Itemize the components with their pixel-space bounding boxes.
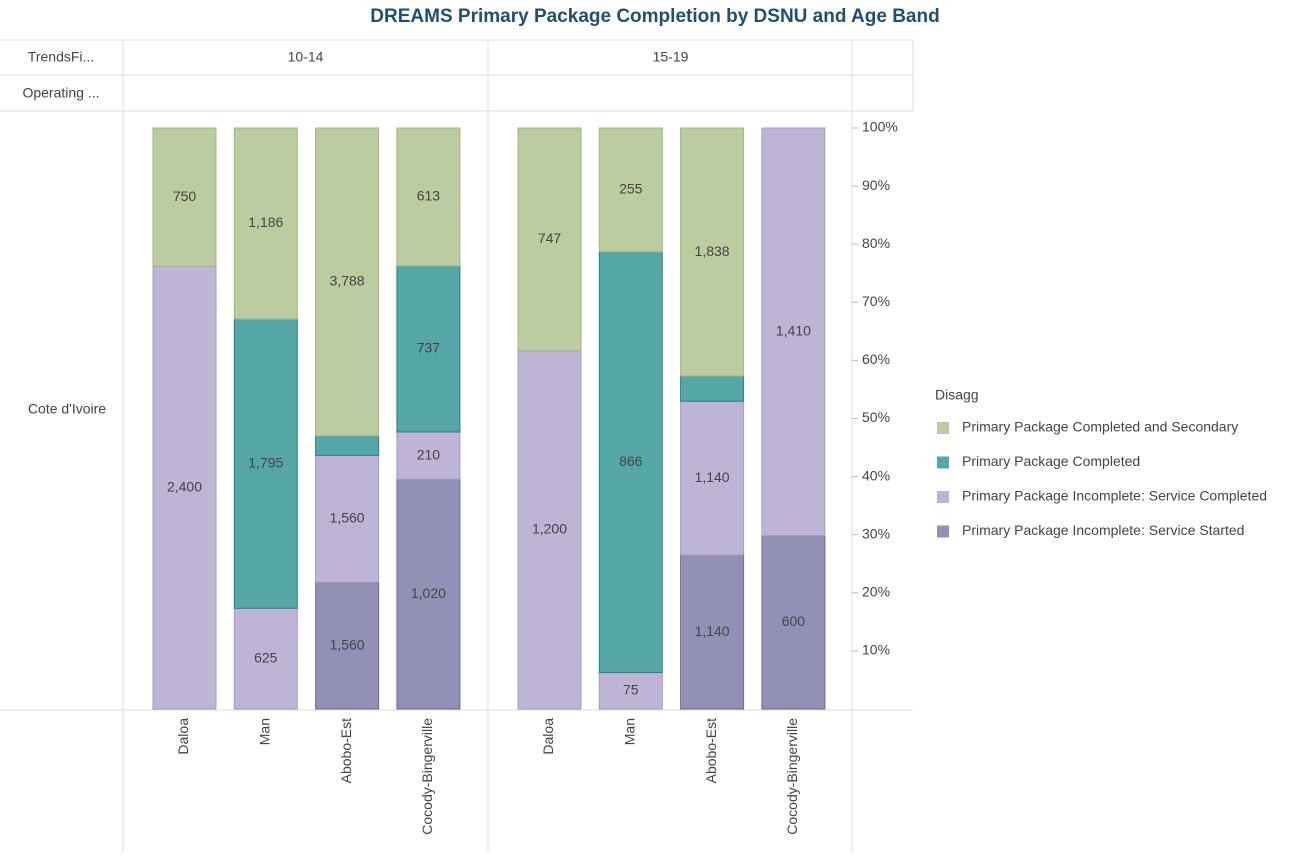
- data-label: 625: [254, 649, 278, 665]
- data-label: 1,795: [248, 454, 283, 470]
- bar-segment: [598, 672, 663, 710]
- bar-segment: [233, 318, 298, 609]
- y-tick-label: 70%: [862, 293, 890, 309]
- data-label: 3,788: [330, 273, 365, 289]
- bar-segment: [680, 375, 745, 402]
- legend-swatch: [937, 491, 949, 503]
- data-label: 1,020: [411, 585, 446, 601]
- legend-label: Primary Package Incomplete: Service Comp…: [962, 488, 1267, 504]
- y-tick-label: 90%: [862, 177, 890, 193]
- data-label: 613: [417, 188, 441, 204]
- data-label: 1,838: [695, 243, 730, 259]
- bar-segment: [396, 265, 461, 433]
- x-tick-label: Man: [257, 718, 273, 745]
- y-tick-label: 80%: [862, 235, 890, 251]
- legend-label: Primary Package Completed: [962, 453, 1140, 469]
- data-label: 866: [619, 453, 643, 469]
- data-label: 1,186: [248, 214, 283, 230]
- x-tick-label: Man: [622, 718, 638, 745]
- bar-segment: [761, 127, 826, 537]
- bar-segment: [396, 431, 461, 480]
- y-tick-label: 40%: [862, 467, 890, 483]
- bar-segment: [396, 478, 461, 710]
- bar-segment: [396, 127, 461, 267]
- bar-segment: [315, 581, 380, 710]
- bar-segment: [315, 127, 380, 437]
- data-label: 1,140: [695, 623, 730, 639]
- bar-segment: [233, 127, 298, 320]
- bar-segment: [315, 435, 380, 456]
- legend-swatch: [937, 525, 949, 538]
- x-tick-label: Abobo-Est: [703, 718, 719, 783]
- bar-segment: [598, 251, 663, 674]
- data-label: 210: [417, 446, 441, 462]
- y-tick-label: 10%: [862, 642, 890, 658]
- data-label: 750: [173, 188, 197, 204]
- data-label: 747: [538, 230, 562, 246]
- x-tick-label: Cocody-Bingerville: [419, 718, 435, 835]
- x-tick-label: Daloa: [540, 718, 556, 755]
- panel-label: 15-19: [653, 49, 689, 65]
- y-tick-label: 30%: [862, 525, 890, 541]
- bar-segment: [315, 454, 380, 583]
- data-label: 2,400: [167, 478, 202, 494]
- legend-swatch: [937, 422, 949, 434]
- bar-segment: [761, 535, 826, 710]
- legend-title: Disagg: [935, 387, 979, 403]
- bar-segment: [517, 350, 582, 710]
- data-label: 1,560: [330, 510, 365, 526]
- data-label: 1,140: [695, 469, 730, 485]
- data-label: 1,200: [532, 521, 567, 537]
- data-label: 600: [782, 613, 806, 629]
- chart-title: DREAMS Primary Package Completion by DSN…: [370, 6, 939, 27]
- y-tick-label: 20%: [862, 584, 890, 600]
- bar-segment: [598, 127, 663, 253]
- row-header: TrendsFi...: [28, 49, 94, 65]
- bar-segment: [152, 127, 217, 267]
- bar-segment: [680, 554, 745, 710]
- row-header: Operating ...: [22, 85, 99, 101]
- legend-label: Primary Package Incomplete: Service Star…: [962, 522, 1244, 538]
- x-tick-label: Abobo-Est: [338, 718, 354, 783]
- data-label: 1,410: [776, 322, 811, 338]
- x-tick-label: Cocody-Bingerville: [784, 718, 800, 835]
- data-label: 737: [417, 340, 441, 356]
- data-label: 255: [619, 181, 643, 197]
- data-label: 75: [623, 681, 639, 697]
- table-frame: [0, 39, 914, 852]
- row-label: Cote d'Ivoire: [28, 401, 106, 417]
- bar-segment: [517, 127, 582, 352]
- x-tick-label: Daloa: [175, 718, 191, 755]
- data-label: 1,560: [330, 636, 365, 652]
- y-tick-label: 100%: [862, 119, 898, 135]
- legend-swatch: [937, 456, 949, 469]
- panel-label: 10-14: [288, 49, 324, 65]
- y-tick-label: 50%: [862, 409, 890, 425]
- bar-segment: [680, 400, 745, 556]
- legend-label: Primary Package Completed and Secondary: [962, 419, 1238, 435]
- bar-segment: [680, 127, 745, 377]
- y-tick-label: 60%: [862, 351, 890, 367]
